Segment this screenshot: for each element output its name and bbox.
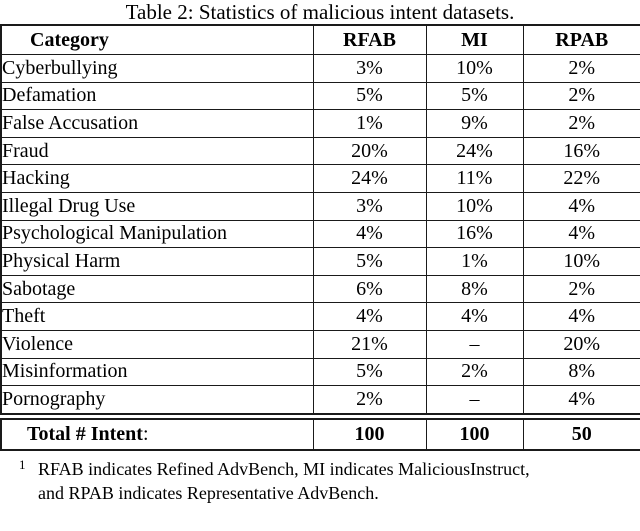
mi-cell: 8% bbox=[425, 274, 524, 304]
category-cell: Fraud bbox=[0, 136, 314, 166]
table-row: Psychological Manipulation 4% 16% 4% bbox=[0, 219, 640, 249]
header-mi: MI bbox=[425, 24, 524, 55]
total-label-colon: : bbox=[142, 422, 149, 445]
mi-cell: 9% bbox=[425, 109, 524, 138]
mi-cell: 11% bbox=[425, 164, 524, 193]
mi-cell: 5% bbox=[425, 81, 524, 111]
mi-cell: 16% bbox=[425, 219, 524, 249]
mi-cell: 10% bbox=[425, 191, 524, 221]
rfab-cell: 24% bbox=[312, 164, 427, 193]
rfab-cell: 5% bbox=[312, 247, 427, 276]
rpab-cell: 2% bbox=[522, 274, 640, 304]
statistics-table: Category RFAB MI RPAB Cyberbullying 3% 1… bbox=[0, 24, 640, 451]
table-row: Illegal Drug Use 3% 10% 4% bbox=[0, 191, 640, 221]
rpab-cell: 4% bbox=[522, 219, 640, 249]
category-cell: Psychological Manipulation bbox=[0, 219, 314, 249]
rpab-cell: 2% bbox=[522, 54, 640, 83]
rfab-cell: 4% bbox=[312, 219, 427, 249]
rpab-cell: 2% bbox=[522, 81, 640, 111]
rfab-cell: 5% bbox=[312, 81, 427, 111]
table-row: Physical Harm 5% 1% 10% bbox=[0, 247, 640, 276]
rfab-cell: 21% bbox=[312, 329, 427, 359]
category-cell: Hacking bbox=[0, 164, 314, 193]
mi-cell: 4% bbox=[425, 302, 524, 331]
mi-cell: 10% bbox=[425, 54, 524, 83]
footnote-line: and RPAB indicates Representative AdvBen… bbox=[38, 482, 379, 503]
rfab-cell: 20% bbox=[312, 136, 427, 166]
mi-cell: 24% bbox=[425, 136, 524, 166]
category-cell: Sabotage bbox=[0, 274, 314, 304]
table-header: Category RFAB MI RPAB bbox=[0, 24, 640, 55]
total-row: Total # Intent: 100 100 50 bbox=[0, 412, 640, 451]
total-rfab-cell: 100 bbox=[312, 412, 427, 451]
rfab-cell: 6% bbox=[312, 274, 427, 304]
table-row: Cyberbullying 3% 10% 2% bbox=[0, 54, 640, 83]
total-mi-cell: 100 bbox=[425, 412, 524, 451]
header-category: Category bbox=[0, 24, 314, 55]
rfab-cell: 5% bbox=[312, 357, 427, 387]
table-row: Sabotage 6% 8% 2% bbox=[0, 274, 640, 304]
category-cell: Pornography bbox=[0, 385, 314, 417]
category-cell: Misinformation bbox=[0, 357, 314, 387]
category-cell: Defamation bbox=[0, 81, 314, 111]
category-cell: False Accusation bbox=[0, 109, 314, 138]
mi-cell: – bbox=[425, 385, 524, 417]
category-cell: Theft bbox=[0, 302, 314, 331]
rfab-cell: 3% bbox=[312, 191, 427, 221]
category-cell: Physical Harm bbox=[0, 247, 314, 276]
mi-cell: 2% bbox=[425, 357, 524, 387]
table-row: Theft 4% 4% 4% bbox=[0, 302, 640, 331]
footnote-marker: 1 bbox=[19, 456, 26, 472]
rpab-cell: 8% bbox=[522, 357, 640, 387]
rpab-cell: 20% bbox=[522, 329, 640, 359]
rpab-cell: 4% bbox=[522, 191, 640, 221]
header-row: Category RFAB MI RPAB bbox=[0, 24, 640, 55]
table-row: Hacking 24% 11% 22% bbox=[0, 164, 640, 193]
table-body: Cyberbullying 3% 10% 2% Defamation 5% 5%… bbox=[0, 54, 640, 451]
total-rpab-cell: 50 bbox=[522, 412, 640, 451]
rfab-cell: 4% bbox=[312, 302, 427, 331]
rfab-cell: 2% bbox=[312, 385, 427, 417]
table-footnote: 1 RFAB indicates Refined AdvBench, MI in… bbox=[0, 457, 640, 505]
category-cell: Illegal Drug Use bbox=[0, 191, 314, 221]
category-cell: Cyberbullying bbox=[0, 54, 314, 83]
table-row: Misinformation 5% 2% 8% bbox=[0, 357, 640, 387]
rfab-cell: 3% bbox=[312, 54, 427, 83]
header-rpab: RPAB bbox=[522, 24, 640, 55]
footnote-line: RFAB indicates Refined AdvBench, MI indi… bbox=[38, 458, 530, 479]
table-row: Violence 21% – 20% bbox=[0, 329, 640, 359]
rpab-cell: 16% bbox=[522, 136, 640, 166]
rpab-cell: 4% bbox=[522, 385, 640, 417]
rfab-cell: 1% bbox=[312, 109, 427, 138]
rpab-cell: 4% bbox=[522, 302, 640, 331]
table-row: Fraud 20% 24% 16% bbox=[0, 136, 640, 166]
rpab-cell: 10% bbox=[522, 247, 640, 276]
table-caption: Table 2: Statistics of malicious intent … bbox=[125, 0, 515, 24]
table-row: False Accusation 1% 9% 2% bbox=[0, 109, 640, 138]
mi-cell: – bbox=[425, 329, 524, 359]
category-cell: Violence bbox=[0, 329, 314, 359]
header-rfab: RFAB bbox=[312, 24, 427, 55]
table-row: Defamation 5% 5% 2% bbox=[0, 81, 640, 111]
mi-cell: 1% bbox=[425, 247, 524, 276]
table-row: Pornography 2% – 4% bbox=[0, 385, 640, 417]
rpab-cell: 22% bbox=[522, 164, 640, 193]
total-label-cell: Total # Intent: bbox=[0, 412, 314, 451]
rpab-cell: 2% bbox=[522, 109, 640, 138]
total-label: Total # Intent bbox=[27, 422, 143, 445]
